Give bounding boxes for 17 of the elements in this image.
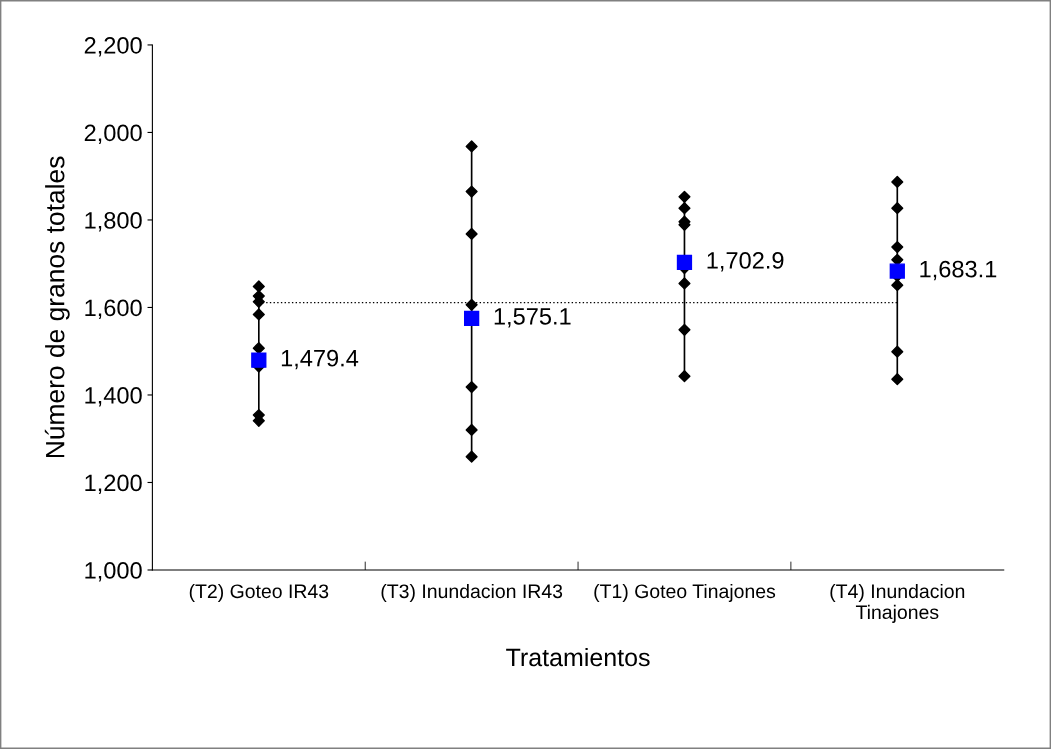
y-tick-label: 2,200 — [84, 37, 142, 57]
data-label: 1,479.4 — [281, 349, 359, 370]
x-tick-label: (T2) Goteo IR43 — [189, 583, 329, 602]
y-axis-title: Número de granos totales — [44, 156, 70, 458]
data-label: 1,575.1 — [494, 308, 571, 328]
data-label: 1,702.9 — [707, 252, 784, 272]
y-tick-label: 1,400 — [85, 387, 142, 407]
y-tick-label: 1,000 — [85, 562, 142, 582]
data-label: 1,683.1 — [920, 260, 997, 281]
x-tick-label: (T1) Goteo Tinajones — [594, 583, 776, 602]
y-tick-label: 1,200 — [85, 474, 142, 495]
y-tick-label: 1,600 — [85, 299, 142, 320]
x-tick-label: (T4) Inundacion Tinajones — [830, 583, 965, 623]
y-tick-label: 2,000 — [84, 124, 142, 145]
y-tick-label: 1,800 — [85, 212, 142, 232]
x-tick-label: (T3) Inundacion IR43 — [381, 583, 563, 602]
x-axis-title: Tratamientos — [506, 647, 650, 667]
